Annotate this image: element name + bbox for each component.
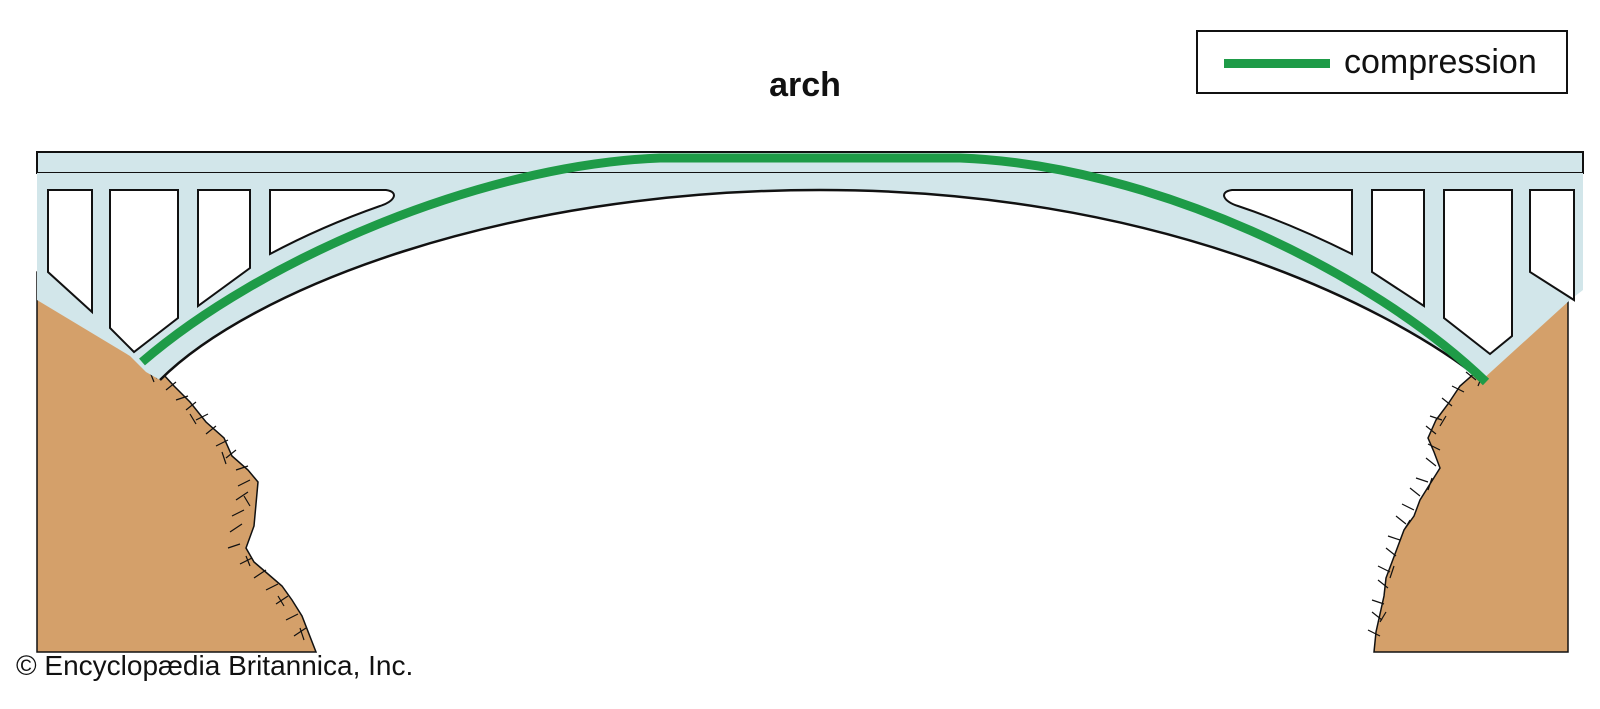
diagram-title: arch [769, 66, 841, 104]
copyright-credit: © Encyclopædia Britannica, Inc. [16, 650, 414, 681]
arch-structure [37, 173, 1583, 380]
arch-intrados [159, 188, 1483, 381]
spandrel-openings [47, 189, 1575, 356]
legend-label-compression: compression [1344, 43, 1537, 81]
legend-swatch-compression [1224, 59, 1330, 68]
compression-line [139, 153, 1490, 386]
legend: compression [1196, 30, 1568, 94]
